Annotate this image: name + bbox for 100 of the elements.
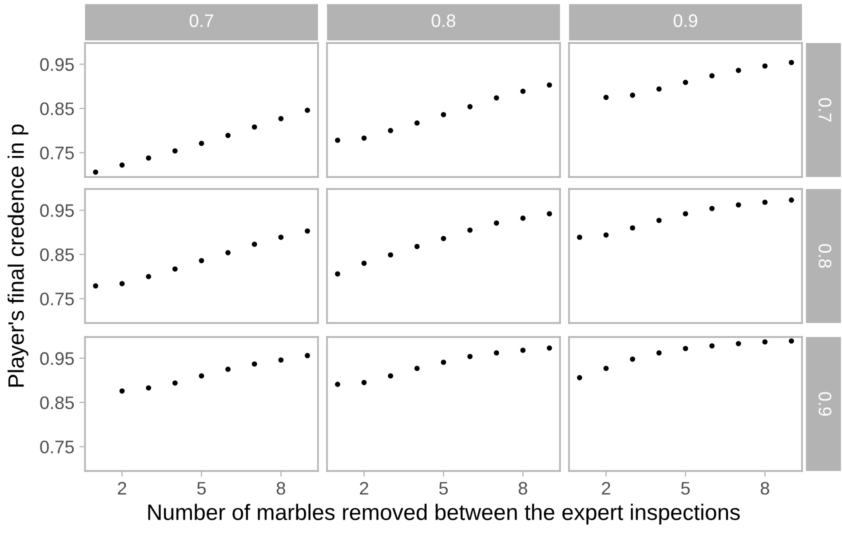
- point: [736, 340, 742, 346]
- point: [388, 373, 394, 379]
- point: [546, 345, 552, 351]
- point: [252, 361, 258, 367]
- x-tick-label: 5: [197, 482, 206, 495]
- point: [788, 197, 794, 203]
- x-tick-label: 2: [118, 482, 126, 494]
- point: [146, 274, 152, 280]
- point: [630, 356, 636, 362]
- point: [334, 138, 340, 143]
- point: [546, 82, 552, 88]
- point: [225, 366, 231, 372]
- point: [603, 366, 609, 372]
- point: [603, 94, 609, 100]
- point: [546, 211, 552, 216]
- point: [576, 375, 582, 380]
- point: [520, 216, 526, 221]
- y2-axis-title: 0.8: [818, 244, 832, 268]
- point: [198, 258, 204, 264]
- point: [172, 266, 178, 272]
- point: [709, 73, 715, 78]
- point: [682, 346, 688, 352]
- point: [788, 338, 794, 344]
- point: [467, 354, 473, 360]
- x-tick-label: 5: [681, 482, 690, 495]
- y-tick-label: 0.95: [40, 352, 74, 365]
- point: [440, 360, 446, 365]
- point: [736, 202, 742, 208]
- y2-axis-title: 0.7: [818, 98, 832, 122]
- chart-title: 0.9: [674, 14, 698, 28]
- point: [278, 116, 284, 122]
- point: [736, 68, 742, 74]
- point: [762, 200, 768, 205]
- point: [119, 388, 125, 394]
- point: [388, 128, 394, 134]
- point: [225, 132, 231, 138]
- point: [414, 244, 420, 250]
- x-tick-label: 2: [602, 482, 610, 494]
- point: [467, 227, 473, 233]
- y-tick-label: 0.95: [40, 204, 74, 217]
- point: [119, 162, 125, 168]
- point: [304, 108, 310, 113]
- point: [682, 211, 688, 216]
- point: [630, 92, 636, 98]
- point: [603, 232, 609, 238]
- y-tick-label: 0.85: [40, 102, 74, 116]
- point: [225, 250, 231, 256]
- x-tick-label: 8: [518, 482, 528, 495]
- point: [146, 385, 152, 390]
- point: [92, 169, 98, 175]
- y-axis-title: Player's final credence in p: [8, 124, 28, 387]
- point: [709, 343, 715, 348]
- point: [278, 357, 284, 363]
- chart-title: 0.8: [432, 14, 456, 28]
- point: [304, 228, 310, 234]
- point: [361, 135, 367, 141]
- point: [252, 124, 258, 130]
- point: [494, 95, 500, 100]
- y-tick-label: 0.85: [40, 396, 74, 410]
- x-tick-label: 2: [360, 482, 368, 494]
- point: [334, 271, 340, 277]
- point: [494, 220, 500, 226]
- point: [361, 380, 367, 386]
- point: [467, 104, 473, 110]
- point: [334, 382, 340, 387]
- point: [520, 348, 526, 353]
- point: [146, 155, 152, 161]
- point: [656, 350, 662, 356]
- point: [198, 373, 204, 379]
- x-tick-label: 8: [760, 482, 770, 495]
- x-axis-title: Number of marbles removed between the expert inspections: [148, 504, 740, 525]
- point: [92, 283, 98, 288]
- point: [172, 148, 178, 154]
- point: [576, 234, 582, 240]
- point: [656, 218, 662, 224]
- point: [304, 352, 310, 358]
- point: [762, 339, 768, 345]
- point: [414, 366, 420, 372]
- point: [172, 380, 178, 386]
- point: [709, 206, 715, 212]
- y-tick-label: 0.95: [40, 58, 74, 71]
- point: [656, 86, 662, 92]
- y-tick-label: 0.85: [40, 248, 74, 262]
- point: [361, 260, 367, 266]
- y-tick-label: 0.75: [40, 292, 74, 306]
- point: [119, 281, 125, 286]
- point: [762, 63, 768, 69]
- point: [788, 60, 794, 66]
- point: [440, 112, 446, 118]
- point: [278, 234, 284, 240]
- point: [198, 140, 204, 146]
- x-tick-label: 8: [276, 482, 286, 495]
- chart-title: 0.7: [190, 14, 214, 28]
- point: [494, 350, 500, 356]
- y-tick-label: 0.75: [40, 440, 74, 454]
- point: [682, 80, 688, 85]
- point: [520, 88, 526, 94]
- point: [630, 225, 636, 231]
- point: [252, 242, 258, 247]
- x-tick-label: 5: [439, 482, 448, 495]
